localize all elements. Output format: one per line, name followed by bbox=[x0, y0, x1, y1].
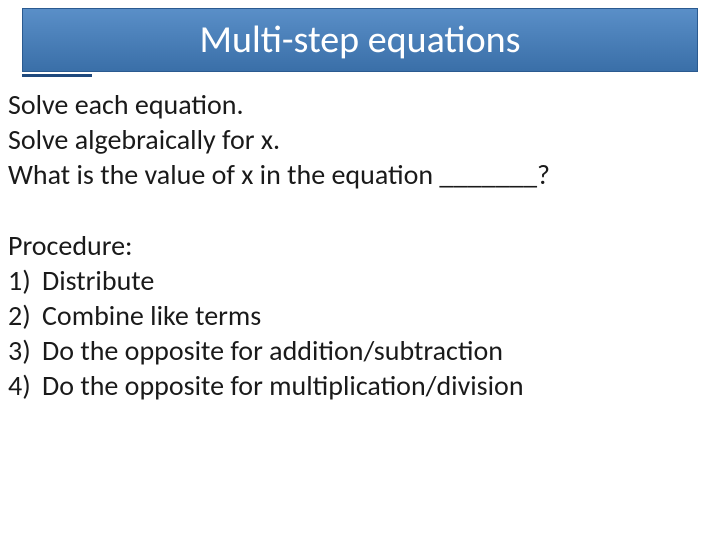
procedure-item: 2) Combine like terms bbox=[8, 298, 712, 333]
content-area: Solve each equation. Solve algebraically… bbox=[0, 77, 720, 403]
procedure-num: 2) bbox=[8, 298, 42, 333]
instruction-line-3: What is the value of x in the equation _… bbox=[8, 157, 712, 192]
instruction-line-2: Solve algebraically for x. bbox=[8, 122, 712, 157]
title-bar: Multi-step equations bbox=[22, 8, 698, 72]
procedure-block: Procedure: 1) Distribute 2) Combine like… bbox=[8, 228, 712, 403]
procedure-text: Do the opposite for addition/subtraction bbox=[42, 333, 503, 368]
procedure-item: 4) Do the opposite for multiplication/di… bbox=[8, 368, 712, 403]
procedure-text: Do the opposite for multiplication/divis… bbox=[42, 368, 524, 403]
procedure-num: 3) bbox=[8, 333, 42, 368]
instruction-line-1: Solve each equation. bbox=[8, 87, 712, 122]
slide-title: Multi-step equations bbox=[200, 17, 521, 63]
procedure-num: 4) bbox=[8, 368, 42, 403]
procedure-text: Combine like terms bbox=[42, 298, 261, 333]
procedure-text: Distribute bbox=[42, 263, 154, 298]
procedure-title: Procedure: bbox=[8, 228, 712, 263]
procedure-num: 1) bbox=[8, 263, 42, 298]
procedure-item: 3) Do the opposite for addition/subtract… bbox=[8, 333, 712, 368]
instruction-block: Solve each equation. Solve algebraically… bbox=[8, 87, 712, 192]
procedure-item: 1) Distribute bbox=[8, 263, 712, 298]
